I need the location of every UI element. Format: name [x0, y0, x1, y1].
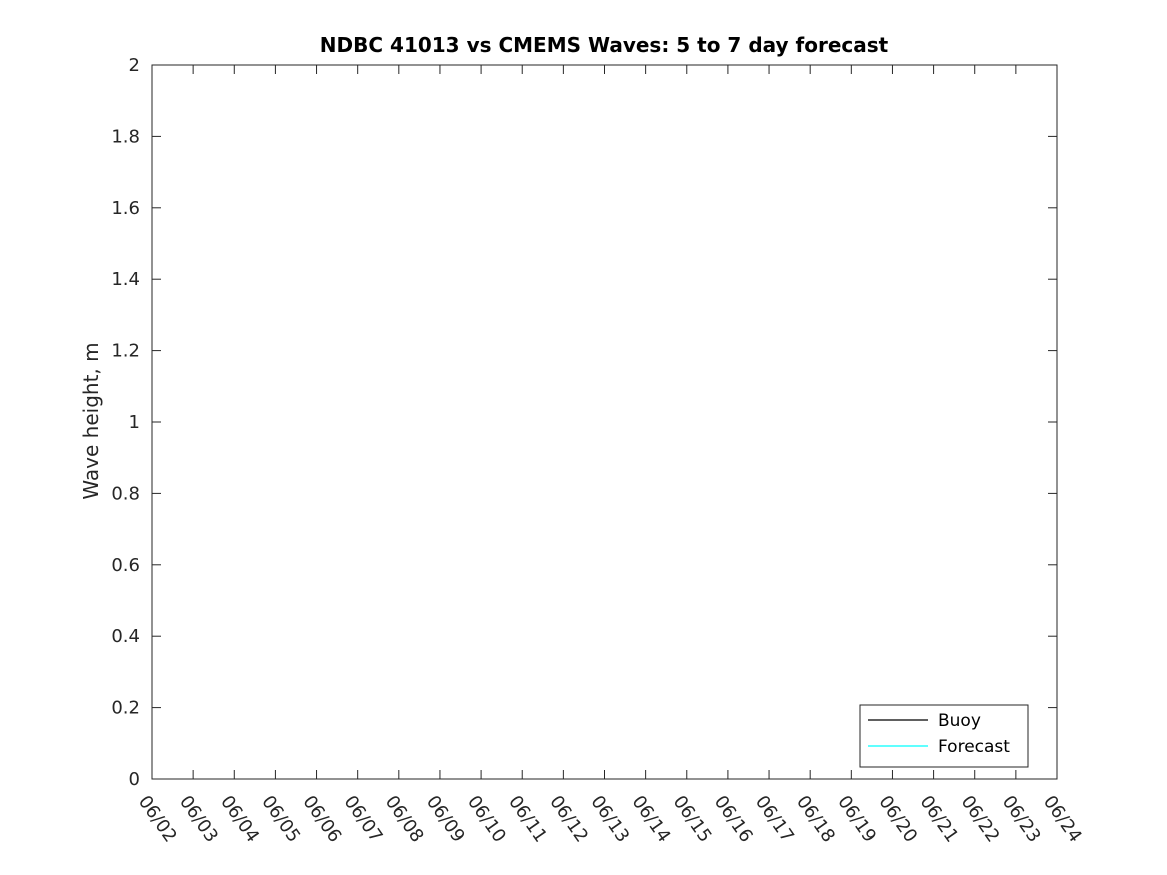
x-tick-label: 06/22: [957, 792, 1004, 847]
x-tick-label: 06/08: [381, 792, 428, 847]
y-tick-label: 0.4: [111, 626, 140, 647]
y-tick-label: 0.8: [111, 483, 140, 504]
y-tick-label: 0.2: [111, 698, 140, 719]
x-tick-label: 06/20: [874, 792, 921, 847]
plot-frame: [151, 64, 1058, 780]
legend-box: [859, 704, 1029, 768]
y-tick-label: 2: [129, 55, 140, 76]
x-tick-label: 06/15: [669, 792, 716, 847]
y-axis-label: Wave height, m: [79, 342, 103, 499]
y-tick-label: 1.2: [111, 341, 140, 362]
y-tick-label: 0: [129, 769, 140, 790]
legend: Buoy Forecast: [859, 704, 1029, 768]
x-tick-label: 06/09: [422, 792, 469, 847]
x-tick-label: 06/14: [628, 792, 675, 847]
chart-title: NDBC 41013 vs CMEMS Waves: 5 to 7 day fo…: [320, 33, 889, 57]
x-tick-label: 06/07: [340, 792, 387, 847]
legend-label-forecast: Forecast: [938, 737, 1010, 757]
legend-label-buoy: Buoy: [938, 711, 981, 731]
x-tick-label: 06/23: [998, 792, 1045, 847]
y-tick-label: 1.8: [111, 126, 140, 147]
x-tick-label: 06/12: [545, 792, 592, 847]
y-tick-label: 1.6: [111, 198, 140, 219]
y-tick-label: 1: [129, 412, 140, 433]
x-tick-label: 06/18: [792, 792, 839, 847]
x-tick-label: 06/03: [175, 792, 222, 847]
x-tick-label: 06/21: [915, 792, 962, 847]
y-tick-label: 0.6: [111, 555, 140, 576]
x-tick-label: 06/17: [751, 792, 798, 847]
x-tick-label: 06/02: [134, 792, 181, 847]
x-tick-label: 06/10: [463, 792, 510, 847]
x-tick-label: 06/13: [586, 792, 633, 847]
x-tick-label: 06/16: [710, 792, 757, 847]
x-tick-label: 06/05: [257, 792, 304, 847]
x-tick-label: 06/06: [298, 792, 345, 847]
y-tick-label: 1.4: [111, 269, 140, 290]
x-tick-label: 06/19: [833, 792, 880, 847]
x-tick-label: 06/04: [216, 792, 263, 847]
x-tick-label: 06/11: [504, 792, 551, 847]
x-tick-label: 06/24: [1039, 792, 1086, 847]
